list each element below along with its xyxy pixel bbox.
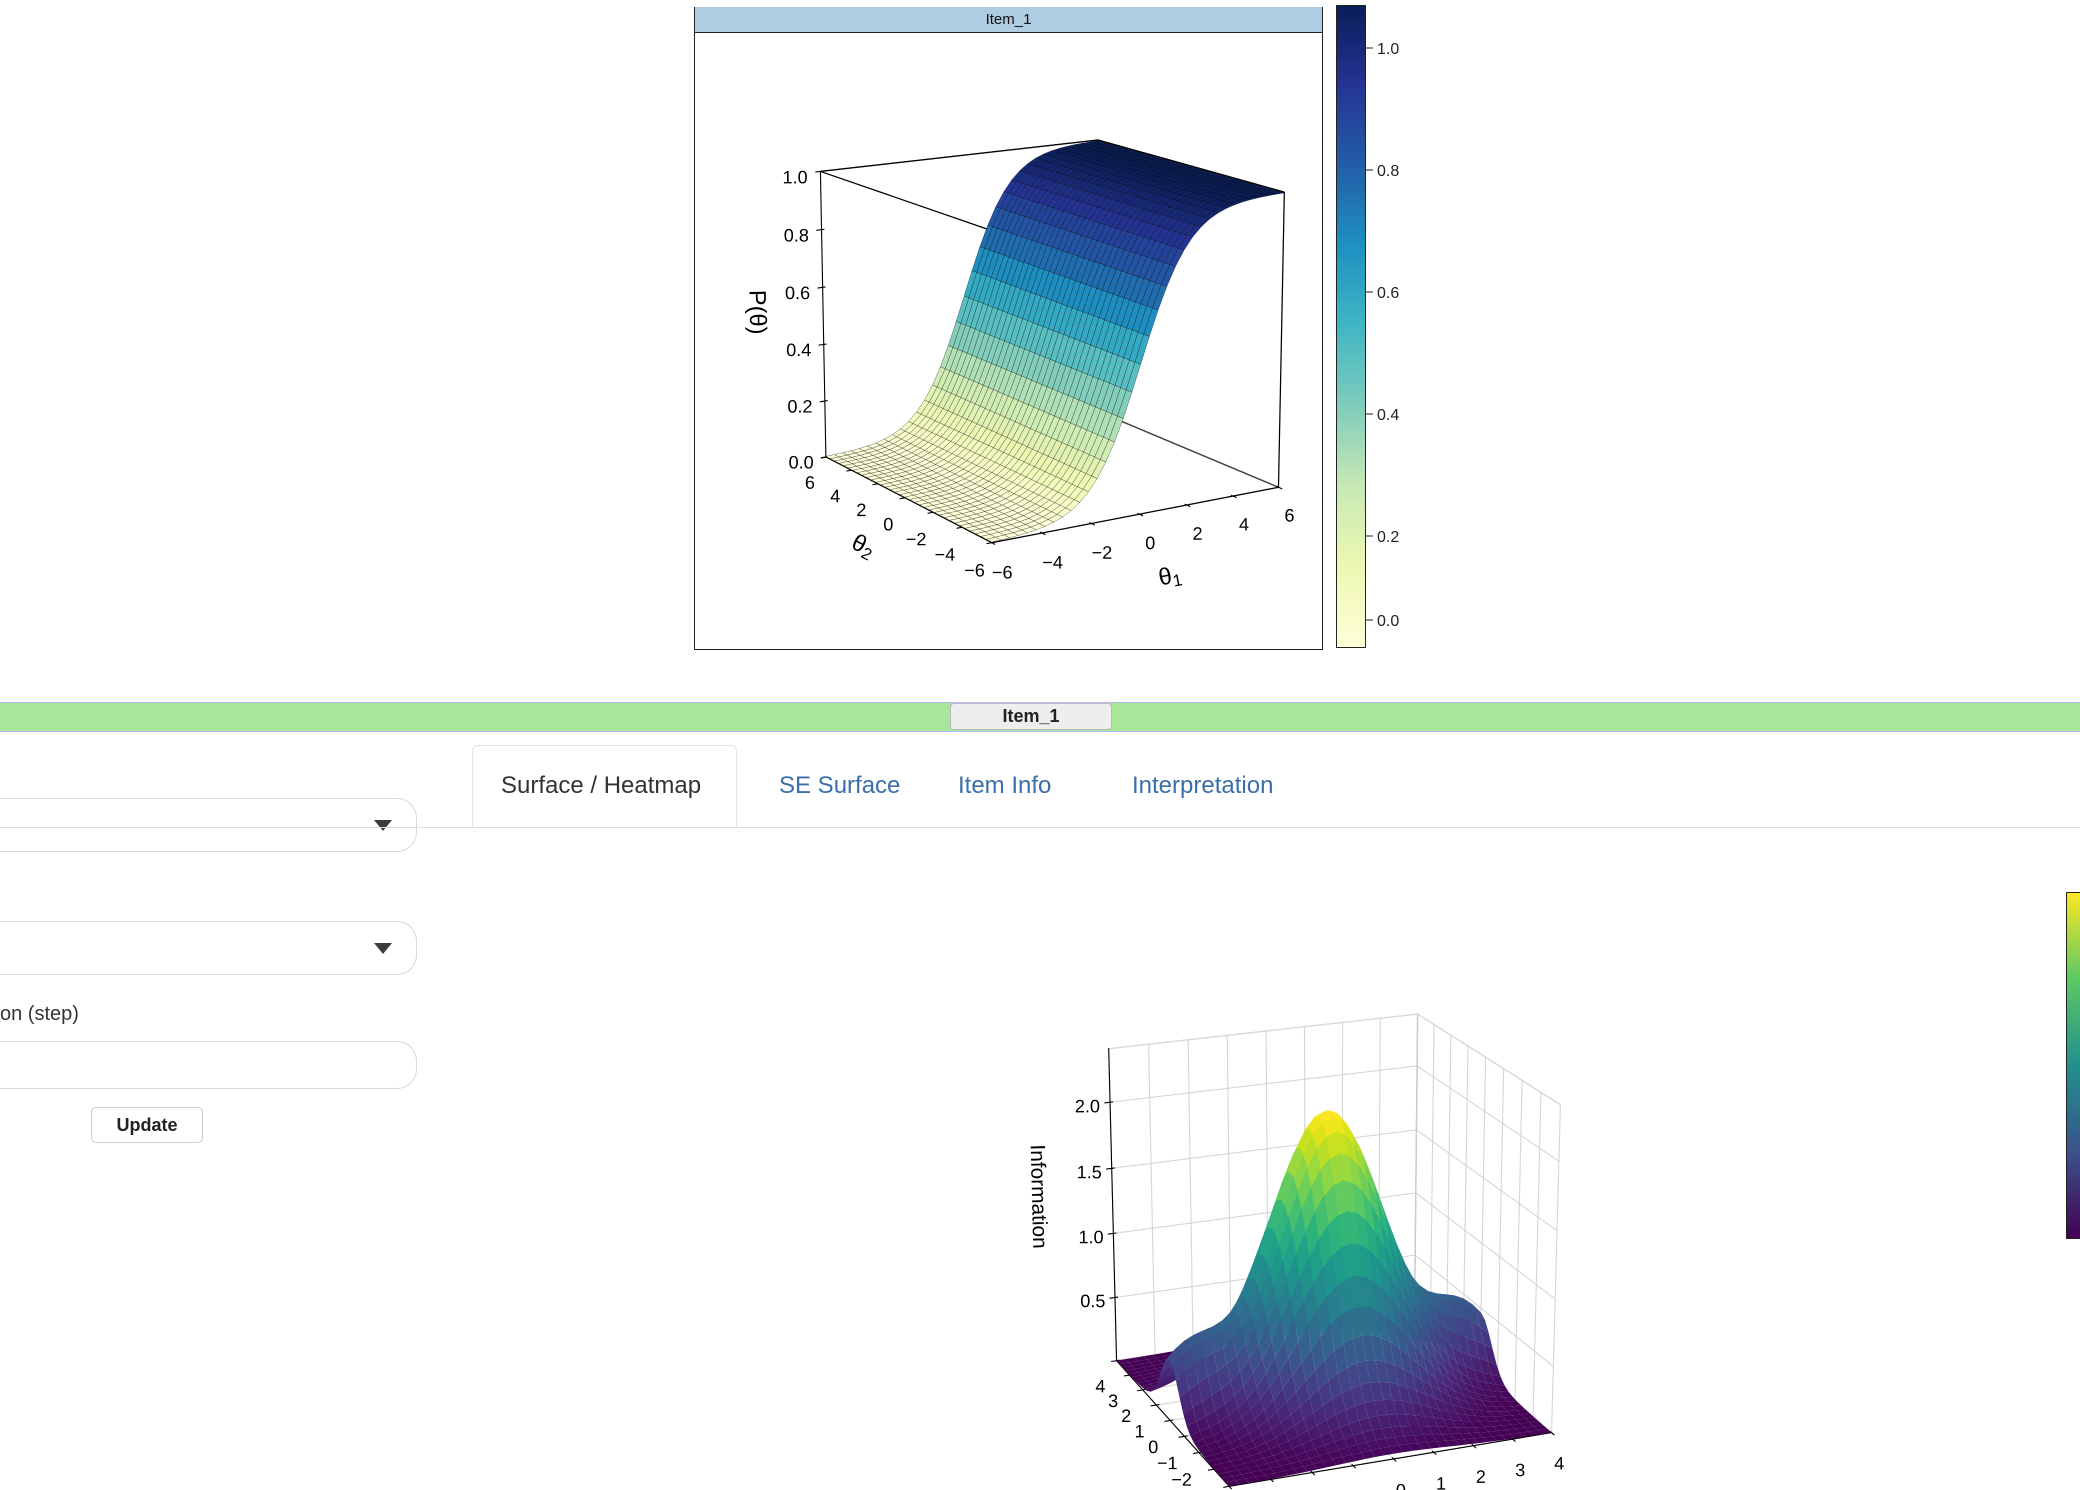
svg-text:0.8: 0.8 (1377, 163, 1399, 180)
svg-text:0.4: 0.4 (1377, 407, 1399, 424)
svg-text:0.0: 0.0 (1377, 613, 1399, 630)
svg-text:0.2: 0.2 (1377, 529, 1399, 546)
svg-text:0.6: 0.6 (1377, 285, 1399, 302)
svg-text:1.0: 1.0 (1377, 41, 1399, 58)
